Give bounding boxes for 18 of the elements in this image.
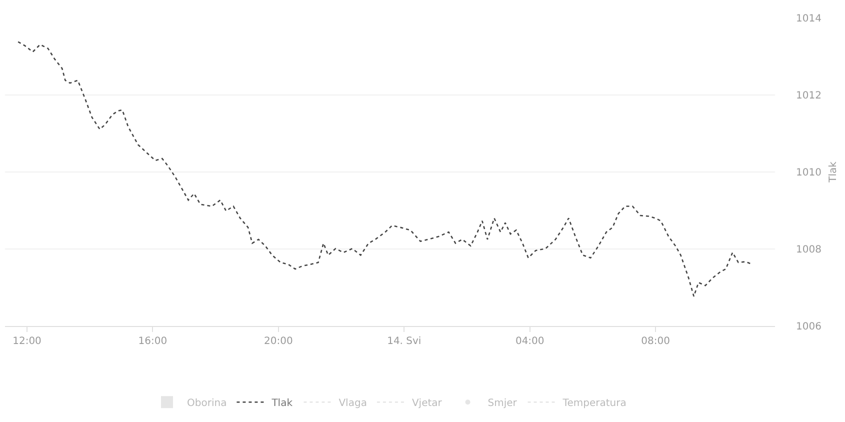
legend-label: Smjer bbox=[488, 398, 518, 409]
x-tick-label: 08:00 bbox=[641, 336, 670, 347]
legend-label: Tlak bbox=[270, 398, 293, 409]
legend-label: Temperatura bbox=[562, 398, 626, 409]
x-tick-label: 16:00 bbox=[138, 336, 168, 347]
y-axis-title: Tlak bbox=[828, 161, 839, 184]
legend-label: Vjetar bbox=[412, 398, 443, 409]
y-tick-label: 1014 bbox=[796, 14, 822, 24]
legend-label: Oborina bbox=[187, 398, 227, 409]
y-tick-label: 1012 bbox=[796, 90, 822, 102]
y-tick-label: 1008 bbox=[796, 244, 822, 256]
legend-label: Vlaga bbox=[338, 398, 367, 409]
x-tick-label: 12:00 bbox=[12, 336, 42, 347]
y-tick-label: 1006 bbox=[796, 322, 822, 332]
y-tick-label: 1010 bbox=[796, 168, 822, 178]
x-tick-label: 04:00 bbox=[515, 336, 544, 347]
x-tick-label: 14. Svi bbox=[387, 336, 422, 347]
x-tick-label: 20:00 bbox=[264, 336, 293, 347]
